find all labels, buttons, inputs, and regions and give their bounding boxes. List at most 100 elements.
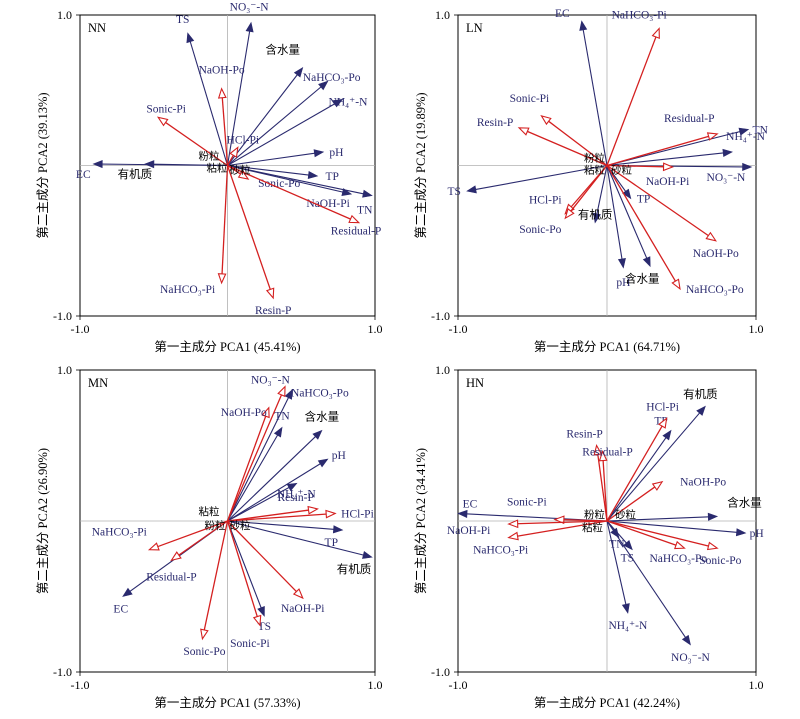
vector-line bbox=[596, 452, 608, 522]
vector-line bbox=[516, 520, 608, 525]
y-tick-label: 1.0 bbox=[57, 363, 72, 377]
vector-nh-n: NH₄⁺-N bbox=[227, 482, 316, 522]
vector-label: NaHCO₃-Pi bbox=[473, 545, 528, 557]
arrow-head bbox=[122, 587, 133, 597]
vector-no-n: NO₃⁻-N bbox=[226, 2, 270, 166]
vector-label: NO₃⁻-N bbox=[230, 2, 270, 14]
vector-ph: pH bbox=[606, 165, 630, 289]
arrow-head bbox=[466, 185, 477, 194]
arrow-head bbox=[217, 273, 227, 285]
arrow-head bbox=[507, 531, 519, 541]
vector-no-n: NO₃⁻-N bbox=[606, 520, 711, 664]
vector-residual-p: Residual-P bbox=[582, 447, 633, 522]
vector-line bbox=[606, 165, 623, 261]
arrow-head bbox=[257, 605, 265, 617]
arrow-head bbox=[706, 132, 719, 141]
vector-naoh-pi: NaOH-Pi bbox=[227, 520, 324, 615]
arrow-head bbox=[147, 542, 160, 551]
vector-line bbox=[227, 462, 322, 522]
vector-line bbox=[226, 520, 263, 610]
vector-residual-p: Residual-P bbox=[146, 520, 228, 583]
vector-line bbox=[569, 165, 608, 213]
arrow-head bbox=[229, 146, 239, 158]
y-tick-label: 1.0 bbox=[57, 8, 72, 22]
vector-nahco-pi: NaHCO₃-Pi bbox=[92, 520, 228, 551]
arrow-head bbox=[307, 170, 319, 179]
arrow-head bbox=[284, 388, 293, 400]
arrow-head bbox=[593, 212, 601, 224]
vector-label: NO₃⁻-N bbox=[251, 375, 291, 387]
vector-nahco-pi: NaHCO₃-Pi bbox=[606, 10, 667, 166]
vector-vector: 有机质 bbox=[227, 520, 373, 576]
arrow-head bbox=[651, 480, 664, 491]
arrow-head bbox=[286, 482, 298, 492]
vector-label: 有机质 bbox=[683, 387, 718, 401]
vector-label: TS bbox=[448, 186, 461, 198]
vector-label: EC bbox=[76, 169, 91, 181]
vector-line bbox=[606, 165, 677, 283]
vector-line bbox=[525, 130, 608, 167]
vector-naoh-po: NaOH-Po bbox=[606, 164, 739, 260]
vector-label: Residual-P bbox=[582, 447, 632, 459]
y-axis-label: 第二主成分 PCA2 (39.13%) bbox=[36, 92, 50, 238]
vector-hcl-pi: HCl-Pi bbox=[606, 401, 679, 522]
x-tick-label: 1.0 bbox=[368, 678, 383, 692]
y-tick-label: 1.0 bbox=[435, 8, 450, 22]
vector-label: pH bbox=[750, 528, 764, 540]
arrow-head bbox=[662, 162, 675, 172]
vector-line bbox=[606, 436, 668, 522]
y-tick-label: -1.0 bbox=[431, 665, 450, 679]
vector-line bbox=[606, 135, 711, 167]
vector-label: HCl-Pi bbox=[529, 195, 562, 207]
vector-sonic-po: Sonic-Po bbox=[606, 520, 742, 567]
vector-line bbox=[227, 85, 323, 166]
vector-vector: 有机质 bbox=[578, 165, 612, 224]
vector-label: NaHCO₃-Pi bbox=[92, 527, 147, 539]
arrow-head bbox=[318, 80, 329, 91]
vector-line bbox=[226, 29, 251, 166]
arrow-head bbox=[657, 417, 668, 429]
center-label: 砂粒 bbox=[611, 164, 632, 177]
panel-title: MN bbox=[88, 376, 108, 390]
arrow-head bbox=[507, 519, 519, 529]
arrow-head bbox=[617, 258, 626, 269]
vector-label: Residual-P bbox=[146, 571, 196, 583]
arrow-head bbox=[144, 160, 155, 169]
x-tick-label: 1.0 bbox=[368, 322, 383, 336]
vector-label: Sonic-Po bbox=[258, 178, 300, 190]
vector-line bbox=[227, 509, 310, 522]
vector-vector: 含水量 bbox=[227, 409, 339, 522]
vector-line bbox=[226, 414, 267, 522]
vector-residual-p: Residual-P bbox=[227, 164, 381, 238]
y-tick-label: -1.0 bbox=[431, 309, 450, 323]
vector-sonic-pi: Sonic-Pi bbox=[226, 520, 270, 650]
x-tick-label: -1.0 bbox=[71, 322, 90, 336]
vector-label: NaOH-Pi bbox=[646, 176, 689, 188]
x-tick-label: 1.0 bbox=[749, 322, 764, 336]
center-label: 粉粒 bbox=[205, 519, 226, 532]
vector-hcl-pi: HCl-Pi bbox=[227, 508, 374, 522]
arrow-head bbox=[237, 170, 250, 180]
vector-ph: pH bbox=[227, 450, 346, 522]
vector-label: Resin-P bbox=[255, 305, 291, 317]
arrow-head bbox=[362, 189, 373, 198]
arrow-head bbox=[292, 588, 304, 600]
vector-label: NaHCO₃-Po bbox=[303, 72, 361, 84]
arrow-head bbox=[681, 634, 691, 646]
vector-label: NH₄⁺-N bbox=[608, 620, 648, 632]
arrow-head bbox=[312, 429, 323, 440]
vector-label: Residual-P bbox=[331, 226, 381, 238]
panel-title: NN bbox=[88, 21, 106, 35]
arrow-head bbox=[217, 87, 227, 99]
center-label: 粉粒 bbox=[199, 150, 220, 163]
arrow-head bbox=[553, 515, 565, 525]
vector-label: 含水量 bbox=[265, 43, 300, 57]
vector-label: NaOH-Po bbox=[221, 407, 267, 419]
arrow-head bbox=[265, 287, 275, 300]
vector-line bbox=[227, 164, 353, 221]
vector-label: Resin-P bbox=[277, 492, 313, 504]
vector-label: NH₄⁺-N bbox=[726, 131, 766, 143]
arrow-head bbox=[623, 540, 633, 551]
vector-label: TN bbox=[357, 205, 373, 217]
vector-line bbox=[226, 393, 283, 522]
